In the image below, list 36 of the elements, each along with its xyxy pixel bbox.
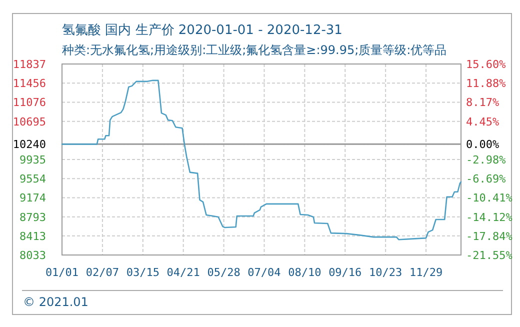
x-tick-label: 10/23 bbox=[369, 266, 402, 279]
x-tick-label: 01/01 bbox=[45, 266, 79, 279]
y2-tick-label: -10.41% bbox=[466, 192, 513, 205]
y-tick-label: 9174 bbox=[20, 192, 46, 205]
x-tick-label: 04/21 bbox=[166, 266, 200, 279]
y2-tick-label: -21.55% bbox=[466, 249, 513, 262]
x-tick-label: 07/04 bbox=[248, 266, 282, 279]
y2-tick-label: -6.69% bbox=[466, 172, 506, 186]
y2-tick-label: 4.45% bbox=[466, 115, 500, 128]
y-tick-label: 11076 bbox=[12, 96, 46, 110]
y-tick-label: 11456 bbox=[12, 77, 46, 90]
line-series bbox=[61, 80, 462, 240]
x-tick-label: 03/15 bbox=[126, 266, 160, 279]
y2-tick-label: -17.84% bbox=[466, 230, 513, 243]
y-tick-label: 9554 bbox=[20, 172, 46, 186]
y-tick-label: 8033 bbox=[20, 249, 46, 262]
y2-tick-label: 8.17% bbox=[466, 96, 500, 110]
y-tick-label: 11837 bbox=[12, 58, 46, 71]
x-tick-label: 11/29 bbox=[409, 266, 443, 279]
y-tick-label: 9935 bbox=[20, 154, 46, 166]
text: © 2021.01 bbox=[23, 295, 88, 309]
x-tick-label: 09/16 bbox=[328, 266, 362, 279]
chart-subtitle: 种类:无水氟化氢;用途级别:工业级;氟化氢含量≥:99.95;质量等级:优等品 bbox=[62, 43, 447, 57]
y-tick-label: 10695 bbox=[12, 115, 46, 128]
x-tick-label: 02/07 bbox=[86, 266, 120, 279]
y2-tick-label: 0.00% bbox=[466, 138, 500, 152]
y-tick-label: 8413 bbox=[20, 230, 46, 243]
y2-tick-label: 15.60% bbox=[466, 58, 506, 71]
x-tick-label: 08/10 bbox=[288, 266, 322, 279]
y-tick-label: 10240 bbox=[12, 138, 46, 152]
x-tick-label: 05/28 bbox=[207, 266, 240, 279]
chart-title: 氢氟酸 国内 生产价 2020-01-01 - 2020-12-31 bbox=[62, 23, 342, 38]
y2-tick-label: 11.88% bbox=[466, 77, 506, 90]
y2-tick-label: -14.12% bbox=[466, 210, 513, 224]
y2-tick-label: -2.98% bbox=[466, 154, 506, 167]
y-tick-label: 8793 bbox=[20, 210, 46, 224]
